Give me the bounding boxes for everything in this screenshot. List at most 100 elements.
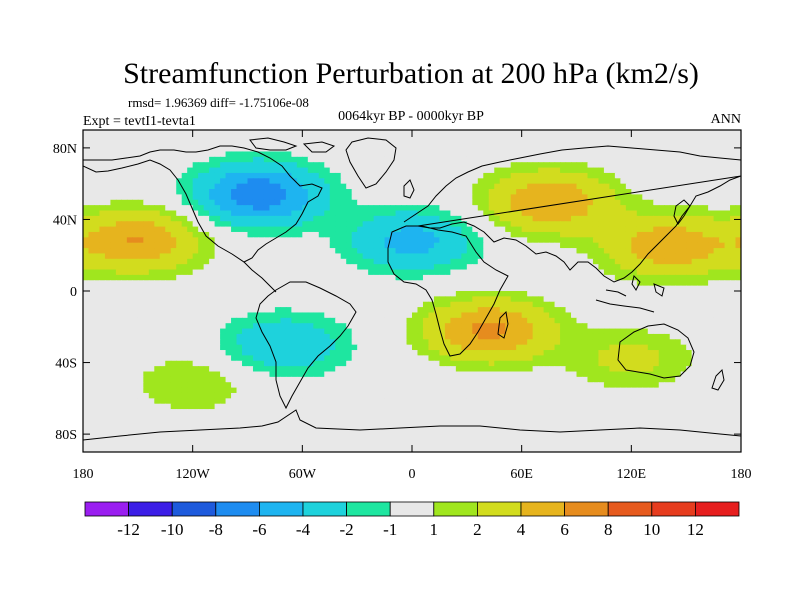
field-cell [653,146,660,153]
field-cell [274,210,281,217]
field-cell [93,312,101,319]
field-cell [417,231,424,238]
field-cell [88,264,95,271]
field-cell [170,264,177,271]
field-cell [203,178,210,185]
field-cell [263,156,271,163]
field-cell [252,296,260,303]
field-cell [357,199,364,206]
field-cell [373,296,380,303]
field-cell [302,307,309,314]
field-cell [187,140,194,147]
field-cell [494,333,501,340]
field-cell [565,172,572,179]
field-cell [466,226,473,233]
field-cell [252,146,260,153]
field-cell [401,312,408,319]
field-cell [675,135,682,142]
field-cell [335,253,342,260]
field-cell [724,130,731,136]
field-cell [379,183,386,190]
field-cell [455,199,462,206]
field-cell [247,140,254,147]
field-cell [165,162,172,169]
field-cell [549,307,556,314]
field-cell [527,183,534,190]
field-cell [242,339,249,346]
field-cell [592,130,600,136]
field-cell [170,280,177,287]
field-cell [379,280,386,287]
field-cell [614,291,621,297]
field-cell [384,226,391,233]
field-cell [444,189,451,195]
field-cell [516,199,523,206]
field-cell [258,264,265,271]
field-cell [93,258,101,265]
field-cell [581,285,589,292]
field-cell [439,248,446,255]
field-cell [263,242,271,249]
field-cell [351,221,358,228]
field-cell [549,199,556,206]
field-cell [576,285,583,292]
field-cell [176,194,183,201]
field-cell [192,237,199,244]
field-cell [335,226,342,233]
field-cell [132,307,139,314]
field-cell [702,151,709,158]
field-cell [357,328,364,335]
field-cell [274,205,281,212]
field-cell [598,221,605,228]
field-cell [214,167,221,174]
field-cell [477,242,484,249]
field-cell [412,215,419,222]
field-cell [198,162,205,169]
field-cell [702,156,709,163]
field-cell [329,296,336,303]
field-cell [390,135,397,142]
field-cell [505,199,512,206]
field-cell [335,291,342,297]
field-cell [231,146,238,153]
field-cell [143,296,150,303]
field-cell [247,167,254,174]
field-cell [444,140,451,147]
field-cell [280,172,287,179]
field-cell [697,328,704,335]
field-cell [724,242,731,249]
field-cell [417,156,424,163]
field-cell [494,151,501,158]
field-cell [483,307,490,314]
field-cell [543,307,550,314]
field-cell [170,146,177,153]
field-cell [269,280,276,287]
field-cell [417,183,424,190]
field-cell [433,199,441,206]
field-cell [252,210,260,217]
field-cell [625,210,632,217]
field-cell [274,312,281,319]
field-cell [494,178,501,185]
field-cell [285,189,292,195]
field-cell [137,339,144,346]
field-cell [176,210,183,217]
field-cell [428,226,435,233]
field-cell [653,269,660,276]
field-cell [263,183,271,190]
field-cell [686,237,693,244]
field-cell [115,264,122,271]
field-cell [614,323,621,330]
field-cell [329,285,336,292]
field-cell [99,323,106,330]
field-cell [466,285,473,292]
field-cell [192,156,199,163]
field-cell [373,350,380,356]
field-cell [455,183,462,190]
field-cell [428,194,435,201]
field-cell [285,231,292,238]
field-cell [351,146,358,153]
field-cell [433,205,441,212]
field-cell [329,221,336,228]
field-cell [719,344,726,351]
